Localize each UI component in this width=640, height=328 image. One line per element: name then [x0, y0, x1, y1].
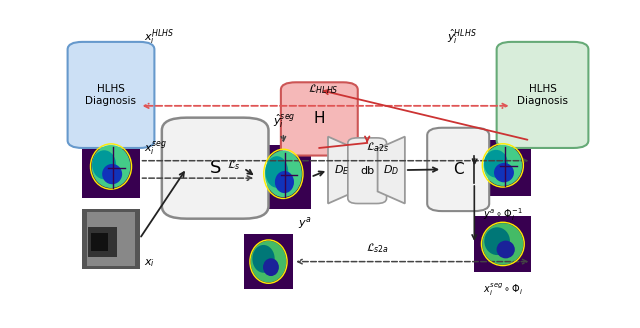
FancyBboxPatch shape — [474, 140, 531, 196]
Ellipse shape — [483, 145, 522, 186]
FancyBboxPatch shape — [281, 82, 358, 155]
Polygon shape — [328, 136, 355, 203]
FancyBboxPatch shape — [83, 209, 140, 269]
FancyBboxPatch shape — [497, 42, 588, 148]
Ellipse shape — [252, 245, 275, 273]
Ellipse shape — [265, 151, 302, 197]
Text: db: db — [360, 166, 374, 176]
Ellipse shape — [483, 223, 524, 265]
Text: HLHS
Diagnosis: HLHS Diagnosis — [86, 84, 136, 106]
FancyBboxPatch shape — [244, 234, 293, 289]
Ellipse shape — [263, 258, 279, 276]
Ellipse shape — [484, 227, 510, 255]
Text: $D_D$: $D_D$ — [383, 163, 399, 177]
FancyBboxPatch shape — [88, 227, 116, 257]
FancyBboxPatch shape — [83, 140, 140, 198]
Text: $\hat{y}_i^{seg}$: $\hat{y}_i^{seg}$ — [273, 113, 296, 130]
Text: $D_E$: $D_E$ — [334, 163, 349, 177]
Text: $x_i^{seg}$: $x_i^{seg}$ — [145, 140, 167, 158]
Text: $\hat{y}_i^{\mathit{HLHS}}$: $\hat{y}_i^{\mathit{HLHS}}$ — [447, 28, 477, 47]
Text: S: S — [209, 159, 221, 177]
Text: $\mathcal{L}_{a2s}$: $\mathcal{L}_{a2s}$ — [366, 141, 389, 154]
FancyBboxPatch shape — [348, 138, 387, 203]
FancyBboxPatch shape — [474, 216, 531, 272]
Ellipse shape — [251, 241, 286, 282]
FancyBboxPatch shape — [87, 212, 135, 266]
FancyBboxPatch shape — [91, 233, 108, 251]
Text: $x_i^{seg} \circ \Phi_i$: $x_i^{seg} \circ \Phi_i$ — [483, 282, 523, 298]
FancyBboxPatch shape — [428, 128, 489, 211]
Ellipse shape — [92, 145, 131, 188]
FancyBboxPatch shape — [68, 42, 154, 148]
Ellipse shape — [275, 171, 294, 193]
Text: HLHS
Diagnosis: HLHS Diagnosis — [517, 84, 568, 106]
FancyBboxPatch shape — [256, 145, 310, 209]
Ellipse shape — [92, 150, 116, 179]
Ellipse shape — [266, 156, 288, 188]
Text: $x_i$: $x_i$ — [145, 257, 156, 269]
Text: H: H — [314, 112, 325, 126]
Ellipse shape — [494, 163, 514, 182]
Text: $y^a \circ \Phi_i^{-1}$: $y^a \circ \Phi_i^{-1}$ — [483, 206, 523, 223]
Text: $y^a$: $y^a$ — [298, 215, 312, 231]
Text: $x_i^{\mathit{HLHS}}$: $x_i^{\mathit{HLHS}}$ — [145, 27, 175, 47]
FancyBboxPatch shape — [162, 118, 269, 219]
Text: $\mathcal{L}_{s}$: $\mathcal{L}_{s}$ — [227, 158, 241, 172]
Ellipse shape — [484, 150, 508, 177]
Text: $\mathcal{L}_{HLHS}$: $\mathcal{L}_{HLHS}$ — [308, 82, 339, 96]
Ellipse shape — [102, 164, 122, 184]
Text: $\mathcal{L}_{s2a}$: $\mathcal{L}_{s2a}$ — [366, 241, 389, 255]
Polygon shape — [378, 136, 405, 203]
Ellipse shape — [497, 241, 515, 258]
Text: C: C — [453, 162, 463, 177]
